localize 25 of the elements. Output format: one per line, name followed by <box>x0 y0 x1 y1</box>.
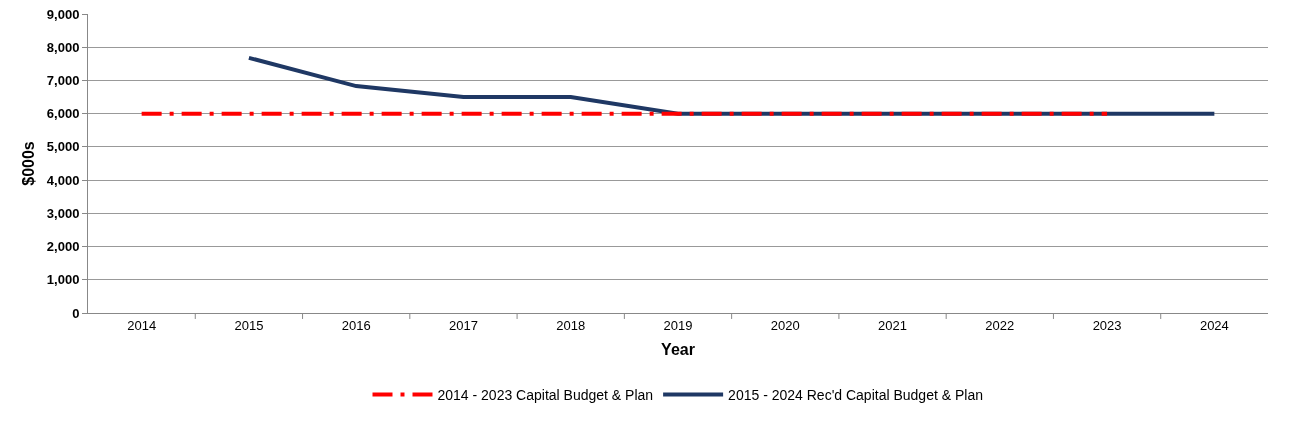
x-axis-title: Year <box>661 341 695 359</box>
x-tick-label: 2019 <box>663 317 693 333</box>
y-tick-label: 3,000 <box>46 205 80 221</box>
x-tick-label: 2022 <box>985 317 1015 333</box>
x-tick-label: 2017 <box>448 317 478 333</box>
x-tick-label: 2023 <box>1092 317 1122 333</box>
x-tick-label: 2014 <box>127 317 157 333</box>
y-tick-label: 2,000 <box>46 239 80 255</box>
y-axis-title: $000s <box>19 141 37 186</box>
y-tick-label: 6,000 <box>46 106 80 122</box>
legend-label: 2015 - 2024 Rec'd Capital Budget & Plan <box>728 386 983 403</box>
y-tick-label: 4,000 <box>46 172 80 188</box>
y-tick-label: 9,000 <box>46 6 80 22</box>
x-tick-label: 2015 <box>234 317 264 333</box>
legend-label: 2014 - 2023 Capital Budget & Plan <box>437 386 654 403</box>
x-tick-label: 2018 <box>556 317 586 333</box>
y-tick-label: 1,000 <box>46 272 80 288</box>
y-tick-label: 5,000 <box>46 139 80 155</box>
y-tick-label: 0 <box>72 305 80 321</box>
x-tick-label: 2021 <box>878 317 908 333</box>
x-tick-label: 2020 <box>770 317 800 333</box>
y-tick-label: 7,000 <box>46 72 80 88</box>
x-tick-label: 2024 <box>1199 317 1229 333</box>
y-tick-label: 8,000 <box>46 39 80 55</box>
x-tick-label: 2016 <box>341 317 371 333</box>
